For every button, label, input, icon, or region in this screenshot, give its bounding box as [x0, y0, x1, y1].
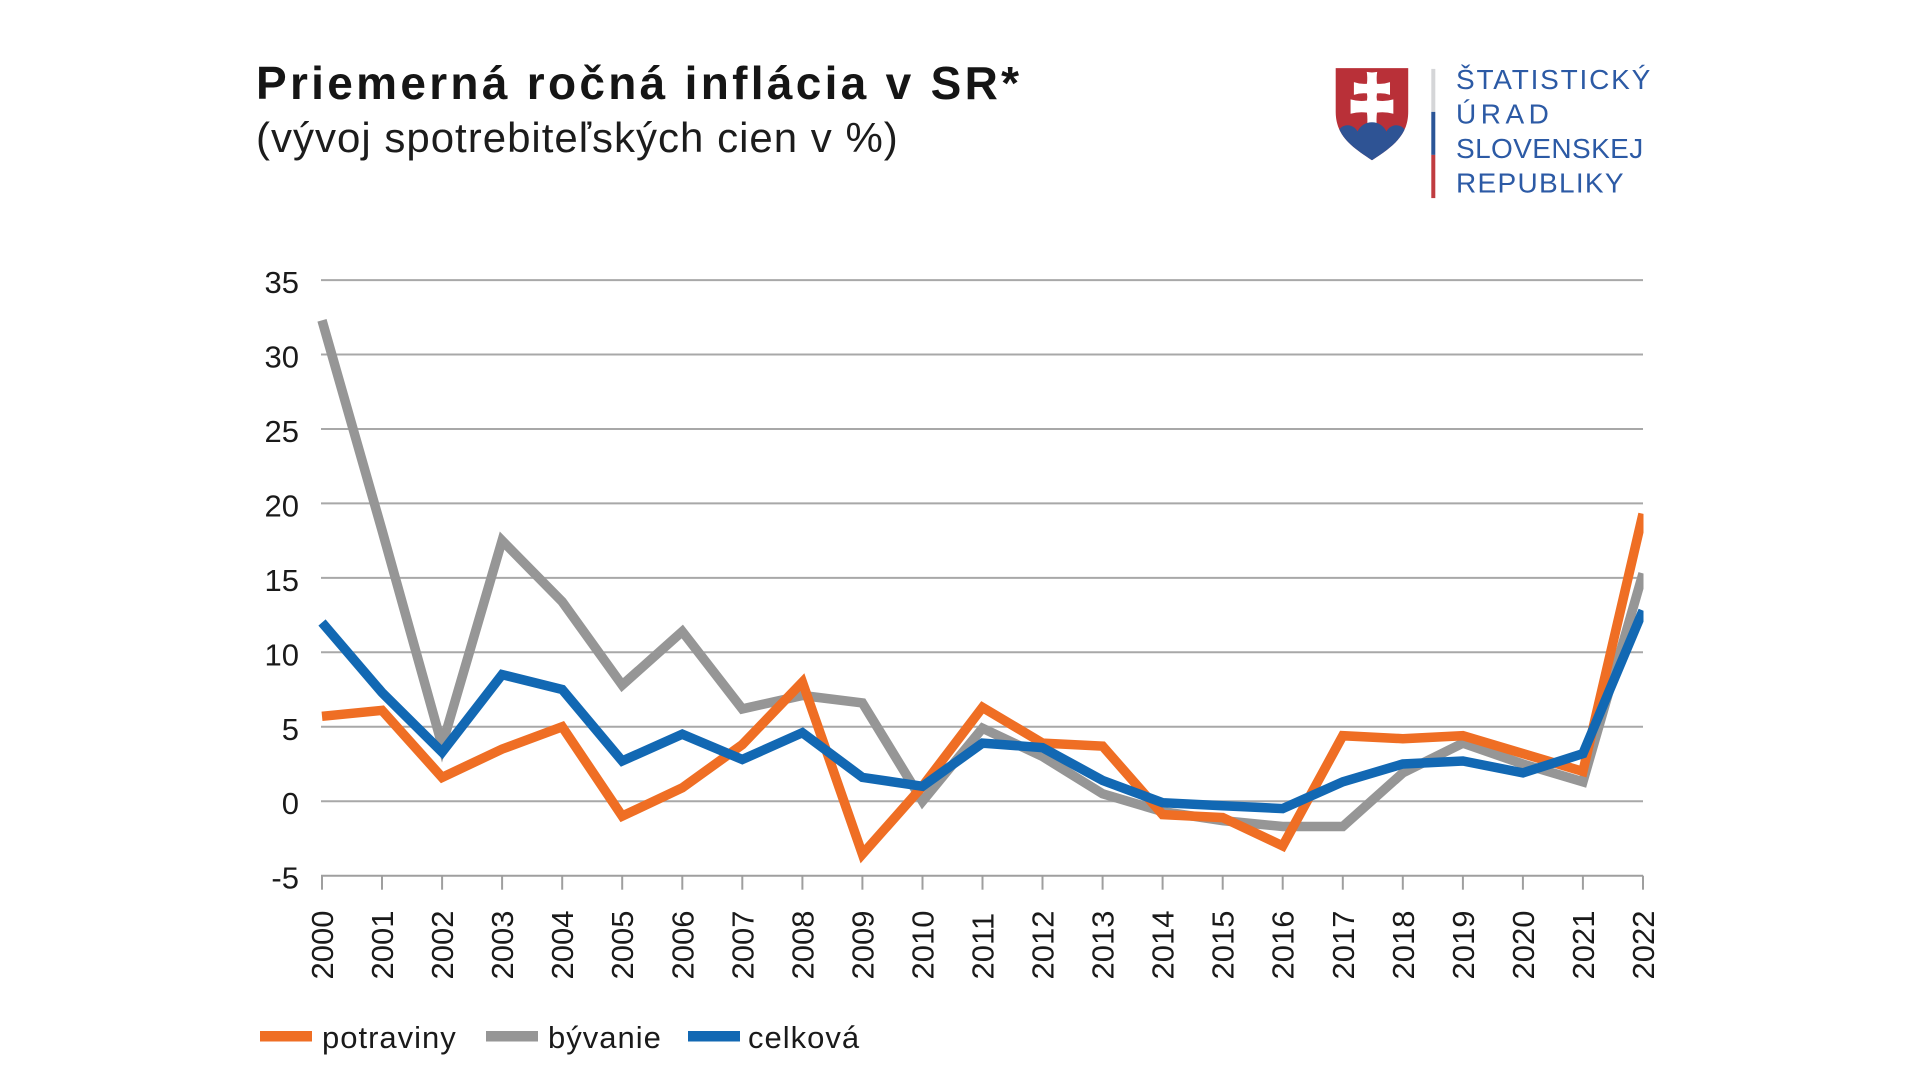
svg-text:2001: 2001 — [365, 911, 400, 980]
svg-text:2011: 2011 — [966, 913, 1001, 980]
svg-text:2000: 2000 — [305, 911, 340, 980]
svg-text:20: 20 — [265, 488, 299, 523]
svg-text:15: 15 — [265, 563, 299, 598]
svg-text:10: 10 — [265, 637, 299, 672]
svg-text:ÚRAD: ÚRAD — [1456, 99, 1553, 130]
svg-text:2018: 2018 — [1386, 911, 1421, 980]
svg-text:2005: 2005 — [605, 911, 640, 980]
svg-text:celková: celková — [748, 1020, 860, 1055]
svg-text:REPUBLIKY: REPUBLIKY — [1456, 168, 1625, 199]
svg-text:2020: 2020 — [1506, 911, 1541, 980]
svg-text:0: 0 — [282, 786, 299, 821]
svg-text:25: 25 — [265, 414, 299, 449]
svg-text:-5: -5 — [271, 861, 299, 896]
svg-text:2017: 2017 — [1326, 911, 1361, 980]
svg-text:2015: 2015 — [1206, 911, 1241, 980]
svg-text:2008: 2008 — [785, 911, 820, 980]
svg-text:2012: 2012 — [1026, 911, 1061, 980]
svg-text:2016: 2016 — [1266, 911, 1301, 980]
svg-text:30: 30 — [265, 340, 299, 375]
svg-text:2019: 2019 — [1446, 911, 1481, 980]
svg-text:2022: 2022 — [1626, 911, 1661, 980]
svg-text:SLOVENSKEJ: SLOVENSKEJ — [1456, 133, 1644, 164]
svg-text:2003: 2003 — [485, 911, 520, 980]
svg-text:2004: 2004 — [545, 911, 580, 980]
svg-text:bývanie: bývanie — [548, 1020, 662, 1055]
svg-text:2010: 2010 — [906, 911, 941, 980]
svg-text:2006: 2006 — [665, 911, 700, 980]
svg-text:ŠTATISTICKÝ: ŠTATISTICKÝ — [1456, 64, 1652, 95]
svg-text:2014: 2014 — [1146, 911, 1181, 980]
svg-text:2002: 2002 — [425, 911, 460, 980]
svg-text:2007: 2007 — [725, 911, 760, 980]
svg-text:35: 35 — [265, 265, 299, 300]
svg-text:2013: 2013 — [1086, 911, 1121, 980]
svg-text:2009: 2009 — [845, 911, 880, 980]
svg-text:potraviny: potraviny — [322, 1020, 457, 1055]
svg-text:5: 5 — [282, 712, 299, 747]
svg-text:2021: 2021 — [1566, 911, 1601, 980]
